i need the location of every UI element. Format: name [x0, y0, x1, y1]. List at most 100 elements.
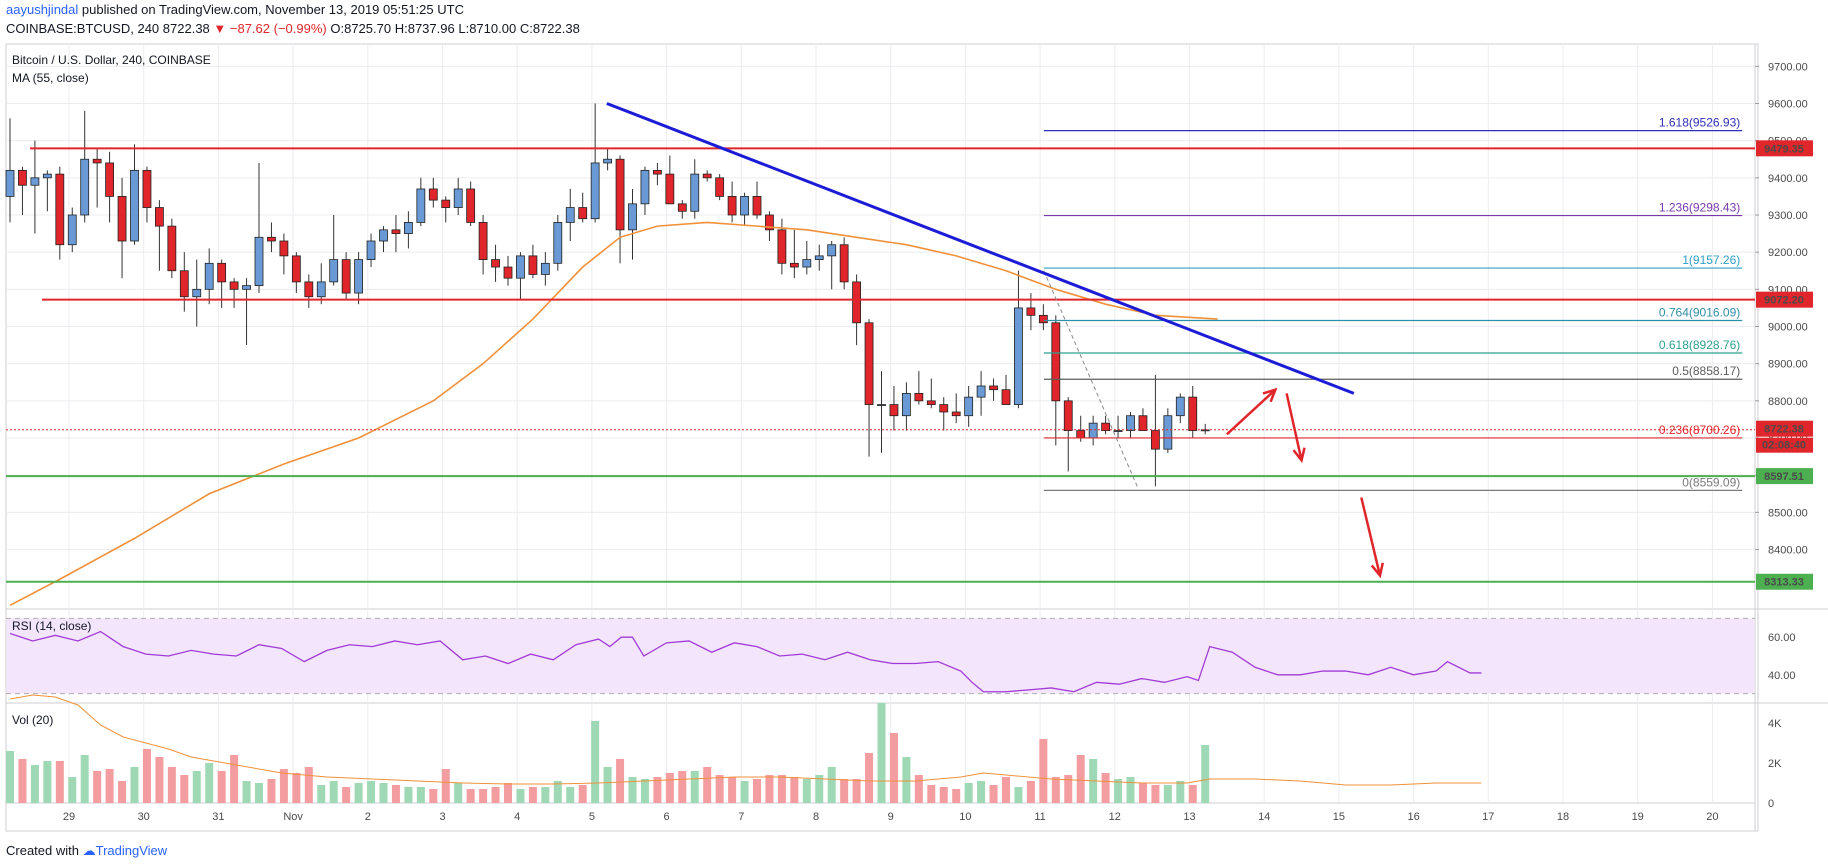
candle [964, 385, 974, 427]
bearish-candle-body [491, 259, 500, 268]
bearish-candle-body [154, 207, 164, 227]
bearish-candle-body [1138, 415, 1148, 431]
bullish-candle-body [590, 162, 600, 220]
volume-bar [690, 771, 699, 803]
bullish-candle-body [130, 169, 139, 242]
high-value: 8737.96 [407, 21, 455, 36]
volume-bar [43, 761, 52, 803]
bearish-candle-body [926, 400, 936, 405]
candle [491, 244, 500, 282]
volume-bar [566, 787, 575, 803]
bearish-candle-body [167, 225, 177, 272]
candle [939, 397, 949, 431]
volume-bar [528, 787, 537, 803]
bearish-candle-body [179, 270, 189, 298]
candle [677, 200, 687, 219]
candle [1138, 408, 1148, 431]
low-label: L: [458, 21, 470, 36]
last-price-badge-label: 8722.38 [1764, 424, 1804, 436]
candle [603, 148, 612, 171]
candle [877, 371, 886, 453]
candle [329, 214, 339, 286]
bullish-candle-body [5, 169, 15, 197]
volume-bar [1026, 781, 1035, 803]
support-level-label: 8597.51 [1764, 471, 1804, 483]
candle [1163, 408, 1173, 453]
candle [802, 241, 812, 275]
time-axis-tick-label: 6 [664, 811, 670, 823]
candle [989, 378, 998, 401]
time-axis-tick-label: 20 [1706, 811, 1718, 823]
last-price-badge [1756, 420, 1813, 437]
candle [789, 229, 799, 279]
volume-bar [591, 721, 600, 803]
volume-bar [902, 757, 911, 803]
candle [1126, 411, 1135, 439]
bullish-candle-body [690, 173, 700, 212]
price-axis-tick-label: 9400.00 [1768, 173, 1808, 185]
fib-level-label: 0.764(9016.09) [1659, 306, 1740, 320]
volume-bar [952, 789, 961, 803]
support-level-badge [1756, 468, 1813, 485]
volume-bar [964, 783, 973, 803]
volume-bar [753, 779, 761, 803]
volume-bar [80, 755, 89, 803]
volume-bar [790, 777, 799, 803]
volume-bar [777, 775, 786, 803]
candle [242, 278, 251, 346]
volume-bar [441, 769, 450, 803]
countdown-badge [1756, 437, 1813, 453]
volume-bar [479, 789, 488, 803]
bearish-candle-body [789, 262, 799, 268]
volume-bar [292, 773, 301, 803]
bearish-candle-body [142, 169, 152, 208]
resistance-level-label: 9479.35 [1764, 143, 1804, 155]
price-axis-tick-label: 9000.00 [1768, 322, 1808, 334]
footer: Created with ☁TradingView [6, 843, 167, 859]
volume-bar [640, 779, 649, 803]
volume-bar [1014, 787, 1023, 803]
candle [441, 196, 451, 223]
rsi-axis-tick-label: 40.00 [1768, 670, 1796, 682]
volume-bar [491, 787, 500, 803]
volume-bar [304, 767, 313, 803]
support-level-label: 8313.33 [1764, 577, 1804, 589]
bearish-candle-body [702, 173, 712, 179]
bullish-candle-body [1014, 307, 1023, 405]
volume-bar [230, 755, 239, 803]
tradingview-logo-icon: ☁ [82, 843, 96, 858]
volume-bar [1126, 777, 1135, 803]
volume-bar [255, 783, 263, 803]
volume-bar [840, 779, 849, 803]
bullish-candle-body [403, 222, 413, 234]
bearish-candle-body [217, 262, 227, 283]
tradingview-brand-link[interactable]: TradingView [95, 843, 168, 858]
publish-text: published on TradingView.com, November 1… [81, 2, 464, 17]
volume-axis-tick-label: 2K [1768, 758, 1782, 770]
candle [702, 170, 712, 182]
candle [715, 174, 725, 201]
volume-bar [391, 785, 400, 803]
time-axis-tick-label: 5 [589, 811, 595, 823]
author-link[interactable]: aayushjindal [6, 2, 79, 17]
volume-axis-tick-label: 4K [1768, 718, 1782, 730]
candle [976, 371, 986, 416]
volume-bar [728, 777, 737, 803]
bullish-candle-body [814, 255, 824, 260]
candle [379, 226, 388, 253]
candle [229, 278, 239, 308]
candle [1051, 315, 1061, 446]
candle [105, 151, 114, 223]
volume-bar [914, 775, 923, 803]
candle [752, 181, 762, 219]
volume-bar [105, 769, 114, 803]
candle [354, 252, 364, 305]
low-value: 8710.00 [469, 21, 517, 36]
candle [951, 393, 961, 424]
candle [839, 237, 849, 290]
time-axis-tick-label: 12 [1109, 811, 1121, 823]
bearish-candle-body [92, 158, 102, 164]
forecast-arrow-shaft [1285, 393, 1303, 461]
candle [403, 211, 413, 249]
